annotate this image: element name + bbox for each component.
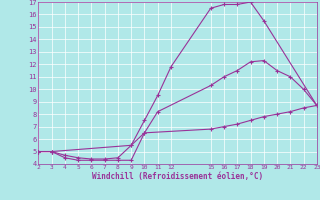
X-axis label: Windchill (Refroidissement éolien,°C): Windchill (Refroidissement éolien,°C) (92, 172, 263, 181)
